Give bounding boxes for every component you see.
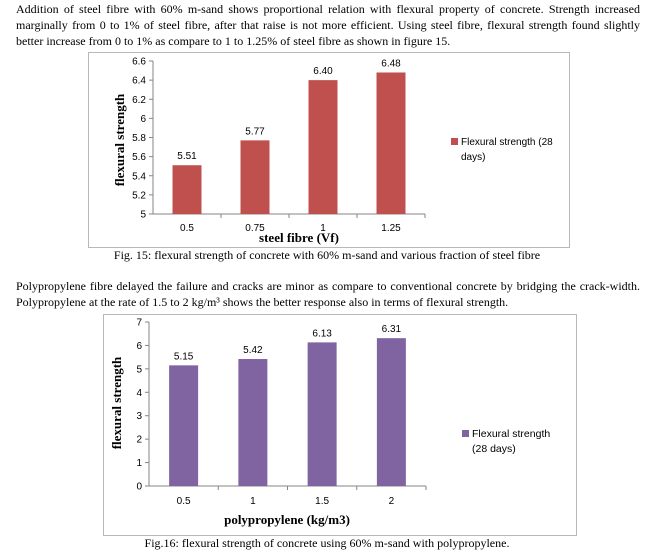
bar bbox=[240, 140, 270, 214]
y-tick-label: 6 bbox=[136, 341, 142, 352]
x-tick-label: 0.5 bbox=[180, 223, 194, 234]
chart-polypropylene-frame: 0 1 2 3 4 5 6 7 5.15 0.5 5.42 1 6.13 1.5 6.31 2 polyprop… bbox=[103, 314, 577, 536]
chart-steel-fibre: 5 5.2 5.4 5.6 5.8 6 6.2 6.4 6.6 5.51 0.5 5.77 0.75 6.… bbox=[112, 57, 553, 246]
paragraph-polypropylene: Polypropylene fibre delayed the failure … bbox=[16, 279, 640, 309]
y-tick-label: 5.8 bbox=[132, 133, 146, 144]
data-label: 6.31 bbox=[382, 324, 402, 335]
bar bbox=[169, 365, 199, 486]
figure-16-caption: Fig.16: flexural strength of concrete us… bbox=[144, 536, 510, 550]
figure-15-caption: Fig. 15: flexural strength of concrete w… bbox=[113, 248, 541, 262]
bar bbox=[308, 80, 338, 214]
x-tick-label: 1 bbox=[320, 223, 326, 234]
bar bbox=[376, 72, 406, 214]
y-axis-label: flexural strength bbox=[112, 93, 127, 186]
x-tick-label: 1.5 bbox=[315, 496, 329, 507]
data-label: 5.77 bbox=[245, 126, 265, 137]
legend-swatch bbox=[462, 430, 469, 437]
legend-label: Flexural strength bbox=[472, 428, 550, 440]
y-tick-label: 5.6 bbox=[132, 152, 146, 163]
x-tick-label: 1.25 bbox=[381, 223, 401, 234]
bar bbox=[172, 165, 202, 214]
legend-label: days) bbox=[461, 152, 485, 163]
y-tick-label: 4 bbox=[136, 388, 142, 399]
y-tick-label: 6.2 bbox=[132, 95, 146, 106]
x-tick-label: 0.75 bbox=[245, 223, 265, 234]
y-tick-label: 6.4 bbox=[132, 76, 146, 87]
legend-swatch bbox=[451, 138, 458, 145]
y-tick-label: 7 bbox=[136, 318, 142, 329]
y-axis-label: flexural strength bbox=[109, 356, 124, 449]
chart-polypropylene: 0 1 2 3 4 5 6 7 5.15 0.5 5.42 1 6.13 1.5 6.31 2 polyprop… bbox=[109, 318, 550, 528]
y-tick-label: 2 bbox=[136, 435, 142, 446]
y-tick-label: 3 bbox=[136, 411, 142, 422]
legend-label: Flexural strength (28 bbox=[461, 137, 553, 148]
data-label: 5.42 bbox=[243, 345, 263, 356]
data-label: 6.40 bbox=[313, 66, 333, 77]
bar bbox=[238, 359, 268, 486]
x-tick-label: 1 bbox=[250, 496, 256, 507]
y-tick-label: 5.4 bbox=[132, 171, 146, 182]
data-label: 5.15 bbox=[174, 351, 194, 362]
y-tick-label: 0 bbox=[136, 482, 142, 493]
data-label: 5.51 bbox=[177, 151, 197, 162]
x-axis-label: steel fibre (Vf) bbox=[259, 230, 339, 245]
x-tick-label: 2 bbox=[389, 496, 395, 507]
paragraph-steel-fibre: Addition of steel fibre with 60% m-sand … bbox=[16, 2, 640, 48]
y-tick-label: 5 bbox=[136, 364, 142, 375]
data-label: 6.13 bbox=[312, 328, 332, 339]
y-tick-label: 5 bbox=[140, 210, 146, 221]
chart-steel-fibre-frame: 5 5.2 5.4 5.6 5.8 6 6.2 6.4 6.6 5.51 0.5 5.77 0.75 6.… bbox=[88, 52, 570, 248]
bar bbox=[307, 342, 337, 486]
y-tick-label: 1 bbox=[136, 458, 142, 469]
y-tick-label: 6 bbox=[140, 114, 146, 125]
y-tick-label: 5.2 bbox=[132, 190, 146, 201]
legend-label: (28 days) bbox=[472, 443, 516, 455]
bar bbox=[376, 338, 406, 486]
x-axis-label: polypropylene (kg/m3) bbox=[224, 512, 350, 527]
x-tick-label: 0.5 bbox=[177, 496, 191, 507]
data-label: 6.48 bbox=[381, 58, 401, 69]
y-tick-label: 6.6 bbox=[132, 57, 146, 68]
